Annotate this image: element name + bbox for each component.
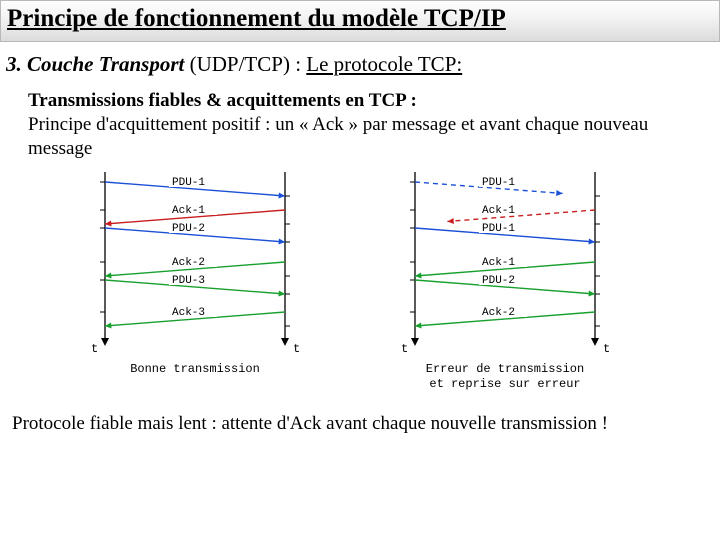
svg-text:Erreur de transmission: Erreur de transmission: [426, 362, 584, 376]
svg-text:t: t: [91, 342, 98, 356]
svg-text:PDU-1: PDU-1: [482, 177, 515, 189]
svg-text:Ack-2: Ack-2: [172, 257, 205, 269]
diagrams-row: t t PDU-1 Ack-1 PDU-2 Ack-2 PDU-3 Ack-3 Bonne tr…: [0, 164, 720, 406]
subtitle: 3. Couche Transport (UDP/TCP) : Le proto…: [0, 42, 720, 81]
svg-text:PDU-1: PDU-1: [482, 223, 515, 235]
page-title: Principe de fonctionnement du modèle TCP…: [7, 5, 713, 33]
svg-text:Bonne transmission: Bonne transmission: [130, 362, 260, 376]
svg-text:t: t: [293, 342, 300, 356]
svg-text:Ack-3: Ack-3: [172, 307, 205, 319]
svg-text:PDU-1: PDU-1: [172, 177, 205, 189]
title-bar: Principe de fonctionnement du modèle TCP…: [0, 0, 720, 42]
svg-text:t: t: [401, 342, 408, 356]
body-line-2: Principe d'acquittement positif : un « A…: [28, 113, 700, 161]
footer-text: Protocole fiable mais lent : attente d'A…: [0, 406, 720, 440]
body-text: Transmissions fiables & acquittements en…: [0, 81, 720, 164]
diagram-error-recovery: t t PDU-1 Ack-1 PDU-1 Ack-1 PDU-2 Ack-2 Erreur d…: [385, 166, 645, 406]
section-number: 3. Couche Transport: [6, 52, 184, 76]
body-line-1: Transmissions fiables & acquittements en…: [28, 89, 700, 113]
svg-text:PDU-2: PDU-2: [172, 223, 205, 235]
section-topic: Le protocole TCP:: [306, 52, 462, 76]
svg-text:et reprise sur erreur: et reprise sur erreur: [429, 377, 580, 391]
svg-text:PDU-3: PDU-3: [172, 275, 205, 287]
svg-text:PDU-2: PDU-2: [482, 275, 515, 287]
section-tail: (UDP/TCP) :: [184, 52, 306, 76]
svg-text:Ack-2: Ack-2: [482, 307, 515, 319]
svg-text:t: t: [603, 342, 610, 356]
svg-text:Ack-1: Ack-1: [482, 257, 515, 269]
diagram-good-transmission: t t PDU-1 Ack-1 PDU-2 Ack-2 PDU-3 Ack-3 Bonne tr…: [75, 166, 325, 406]
svg-text:Ack-1: Ack-1: [482, 205, 515, 217]
svg-text:Ack-1: Ack-1: [172, 205, 205, 217]
